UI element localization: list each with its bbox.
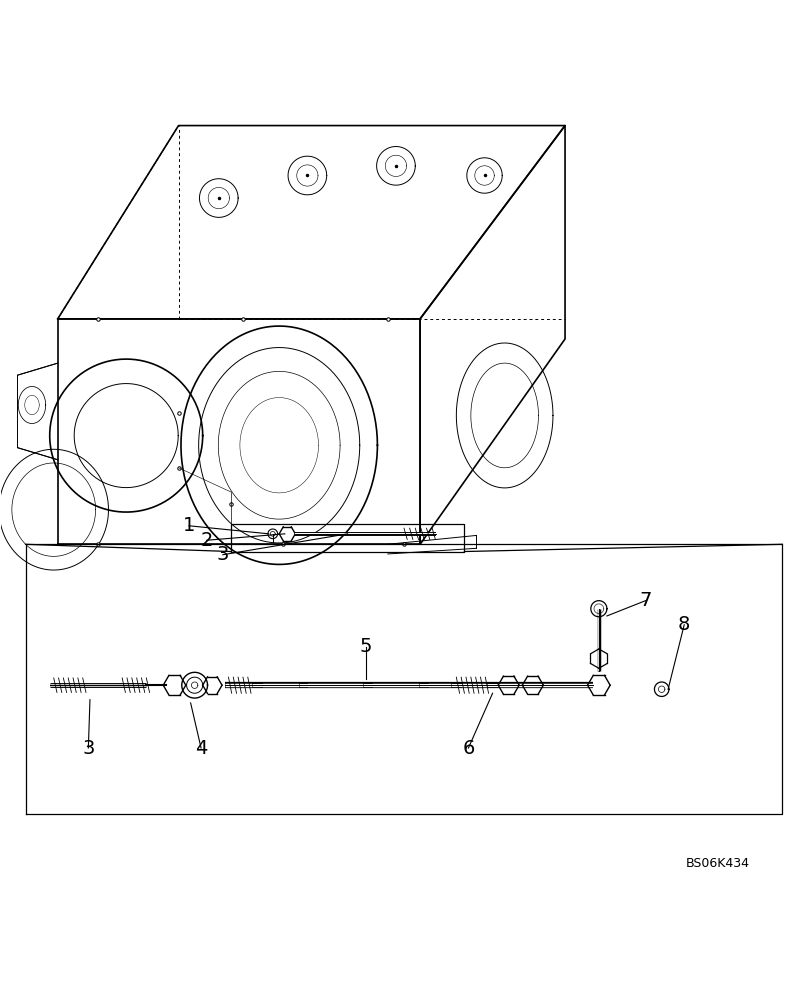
Text: 8: 8 [678,615,690,634]
Text: 5: 5 [360,637,372,656]
Text: 7: 7 [639,591,652,610]
Text: 6: 6 [462,739,474,758]
Text: 2: 2 [200,531,213,550]
Text: BS06K434: BS06K434 [686,857,751,870]
Text: 4: 4 [195,739,208,758]
Text: 3: 3 [82,739,95,758]
Text: 1: 1 [183,516,196,535]
Text: 3: 3 [217,545,229,564]
